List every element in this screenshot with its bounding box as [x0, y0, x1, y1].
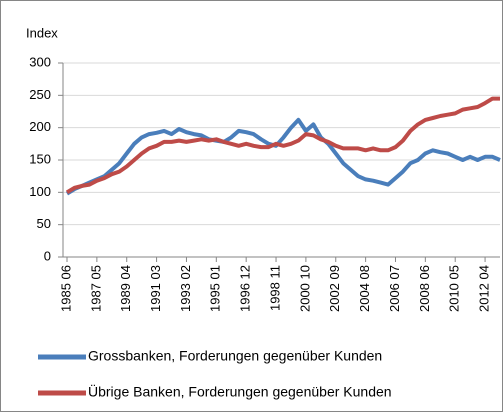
x-tick-label: 2002 09: [327, 265, 342, 312]
y-tick-label: 200: [29, 119, 51, 134]
series-line: [65, 117, 501, 196]
x-tick-label: 1991 03: [148, 265, 163, 312]
x-tick-label: 1987 05: [88, 265, 103, 312]
x-tick-label: 1985 06: [58, 265, 73, 312]
x-tick-label: 2000 10: [297, 265, 312, 312]
x-tick-label: 2012 04: [477, 265, 492, 312]
y-tick-label: 50: [37, 216, 51, 231]
y-tick-label: 250: [29, 87, 51, 102]
x-tick-label: 2006 07: [387, 265, 402, 312]
y-tick-label: 0: [44, 248, 51, 263]
legend-label: Grossbanken, Forderungen gegenüber Kunde…: [88, 348, 382, 364]
x-tick-label: 1989 04: [118, 265, 133, 312]
y-tick-label: 150: [29, 151, 51, 166]
x-tick-label: 1995 01: [208, 265, 223, 312]
legend-label: Übrige Banken, Forderungen gegenüber Kun…: [88, 383, 392, 400]
x-tick-label: 1998 11: [267, 265, 282, 311]
y-tick-label: 100: [29, 184, 51, 199]
y-tick-label: 300: [29, 54, 51, 69]
x-tick-label: 2010 05: [447, 265, 462, 312]
x-tick-label: 2008 06: [417, 265, 432, 312]
x-tick-label: 2004 08: [357, 265, 372, 312]
y-axis-label: Index: [26, 25, 58, 40]
x-tick-label: 1993 02: [178, 265, 193, 312]
series-line: [65, 96, 500, 195]
x-tick-label: 1996 12: [238, 265, 253, 312]
